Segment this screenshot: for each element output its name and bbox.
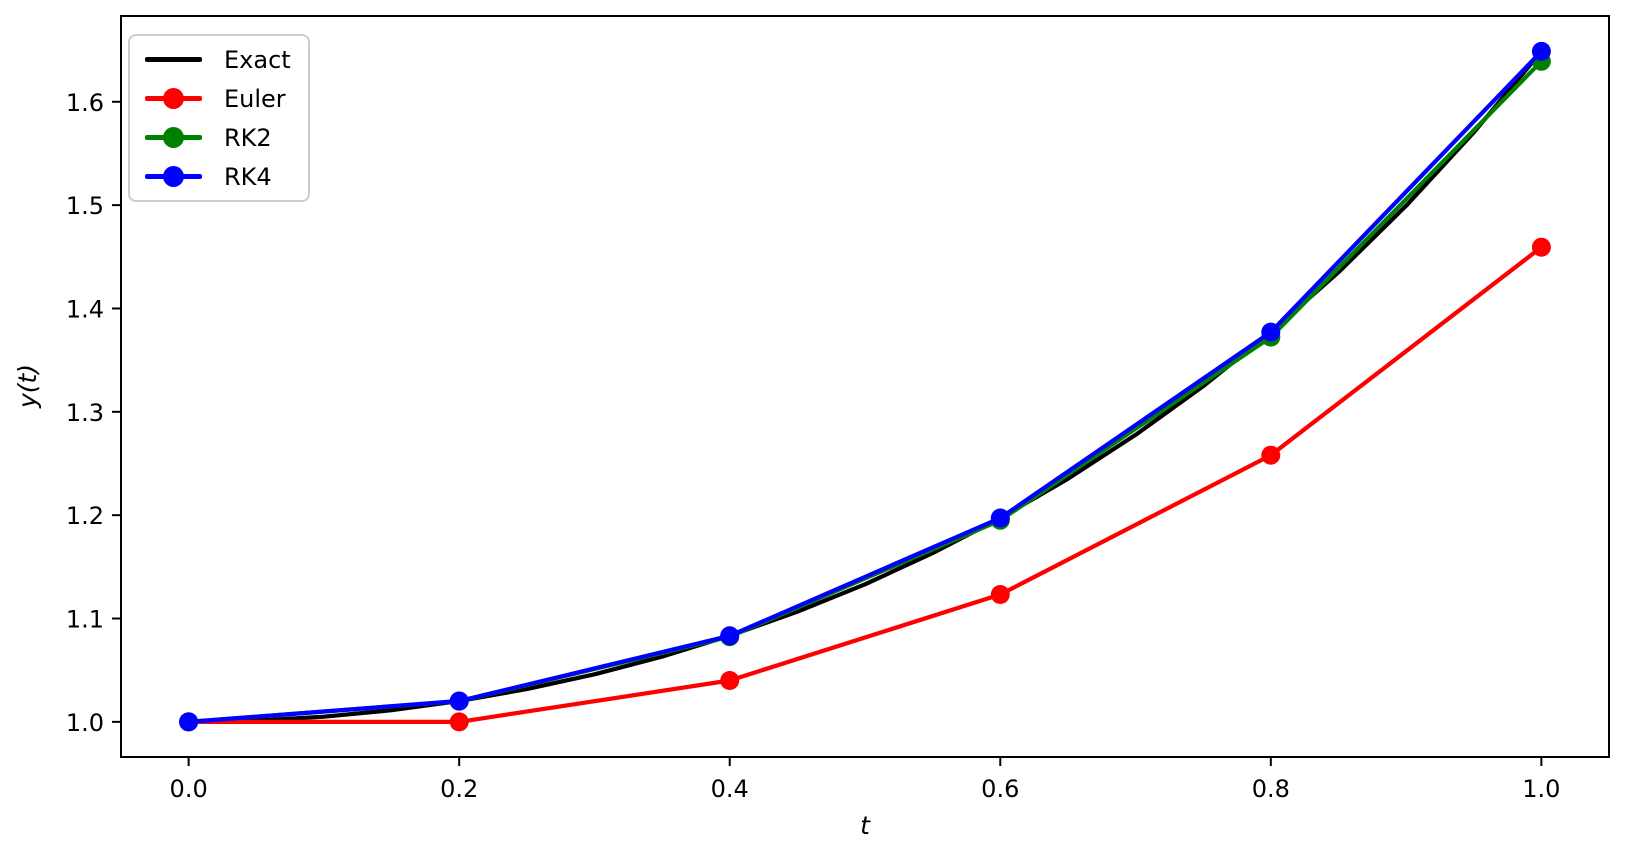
x-tick-label: 0.8 [1252,775,1290,803]
legend-label-rk4: RK4 [224,162,272,191]
marker-euler [1261,445,1281,465]
y-tick-label: 1.2 [66,502,104,530]
x-tick-label: 0.4 [711,775,749,803]
legend-item-euler: Euler [145,79,291,118]
legend-line-swatch-rk2 [145,126,202,150]
axes-background [121,16,1609,757]
legend-label-exact: Exact [224,45,291,74]
legend-item-rk2: RK2 [145,118,291,157]
legend-line-swatch-euler [145,87,202,111]
y-axis-ticks: 1.0 1.1 1.2 1.3 1.4 1.5 1.6 [66,89,120,737]
legend-item-exact: Exact [145,40,291,79]
marker-rk4 [720,626,740,646]
marker-rk4 [449,691,469,711]
marker-euler [720,671,740,690]
marker-euler [990,585,1010,604]
x-tick-label: 1.0 [1522,775,1560,803]
marker-rk4 [990,508,1010,528]
x-axis-label: t [860,811,871,840]
legend-line-swatch-exact [145,48,202,72]
legend-label-rk2: RK2 [224,123,272,152]
marker-euler [1531,237,1551,257]
marker-rk4 [1261,322,1281,342]
series-line-euler [186,245,1544,725]
x-tick-label: 0.0 [170,775,208,803]
legend-label-euler: Euler [224,84,286,113]
legend-item-rk4: RK4 [145,157,291,196]
axes-spines [120,15,1610,758]
y-tick-label: 1.3 [66,399,104,427]
marker-euler [449,712,469,732]
x-tick-label: 0.6 [981,775,1019,803]
y-tick-label: 1.5 [66,192,104,220]
y-axis-label: y(t) [13,364,42,409]
series-line-rk4 [186,49,1544,725]
x-tick-label: 0.2 [440,775,478,803]
marker-rk4 [179,712,199,732]
x-axis-ticks: 0.0 0.2 0.4 0.6 0.8 1.0 [170,758,1560,803]
y-tick-label: 1.4 [66,295,104,323]
series-layer [179,41,1551,732]
y-tick-label: 1.0 [66,709,104,737]
y-tick-label: 1.6 [66,89,104,117]
legend-line-swatch-rk4 [145,165,202,189]
legend: Exact Euler RK2 RK4 [128,34,310,202]
y-tick-label: 1.1 [66,606,104,634]
marker-rk4 [1531,41,1551,61]
